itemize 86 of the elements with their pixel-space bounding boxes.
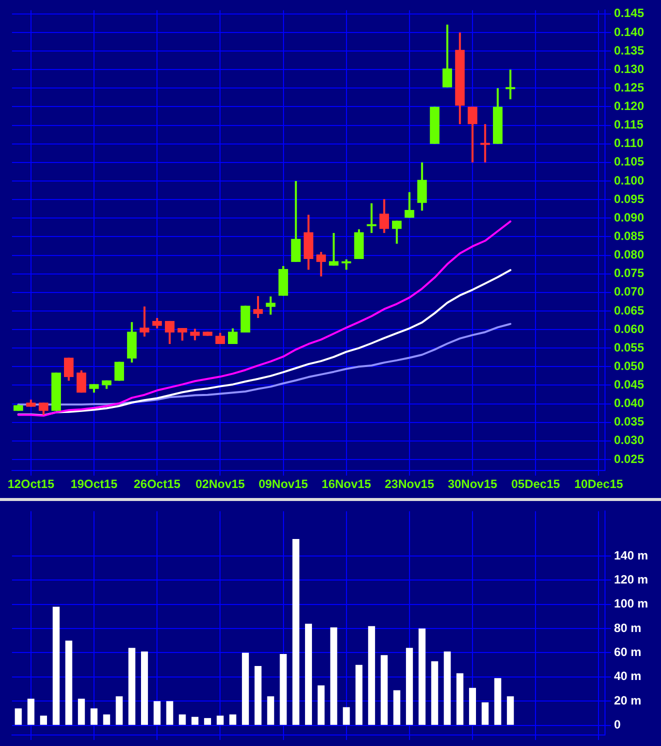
bar [40,716,48,725]
bar [27,698,34,725]
y-tick-label: 40 m [614,669,642,684]
candlestick [480,124,490,162]
y-tick-label: 0.035 [614,414,644,429]
bar [154,701,161,725]
bar [506,696,514,725]
y-tick-label: 0.120 [614,99,644,114]
bar [229,714,236,725]
bar [380,655,388,725]
x-tick-label: 09Nov15 [258,477,308,492]
x-tick-label: 30Nov15 [448,477,498,492]
bar [90,708,98,725]
bar [254,666,262,725]
x-tick-label: 19Oct15 [70,477,118,492]
candlestick [506,70,516,100]
bar [78,698,85,725]
x-tick-label: 12Oct15 [8,477,55,492]
x-tick-label: 16Nov15 [322,477,372,492]
bar [292,539,300,725]
x-tick-label: 26Oct15 [134,477,181,492]
y-tick-label: 0.085 [614,229,644,243]
y-tick-label: 0 [614,718,621,732]
bar [330,627,338,725]
bar [305,624,312,725]
y-tick-label: 0.095 [614,192,644,206]
bar [406,648,413,725]
y-tick-label: 0.145 [614,6,644,20]
y-tick-label: 0.100 [614,173,644,188]
y-tick-label: 100 m [614,596,648,611]
y-tick-label: 0.105 [614,154,644,169]
bar [216,716,224,725]
bar [368,626,376,725]
y-tick-label: 0.090 [614,210,644,224]
bar [267,696,274,725]
y-tick-label: 0.080 [614,248,644,262]
y-tick-label: 60 m [614,645,642,660]
bar [204,718,212,725]
y-tick-label: 0.045 [614,378,644,392]
bar [494,678,502,725]
bar [342,707,350,725]
y-tick-label: 0.125 [614,80,644,94]
bar [242,652,249,725]
y-tick-label: 0.050 [614,358,644,373]
bar [14,708,22,725]
x-tick-label: 23Nov15 [384,477,434,492]
bar [65,640,72,725]
x-tick-label: 10Dec15 [574,477,624,492]
bar [469,688,476,725]
bar [141,652,148,725]
bar [356,664,362,725]
y-tick-label: 20 m [614,693,642,708]
y-tick-label: 0.060 [614,322,644,336]
y-tick-label: 0.075 [614,266,644,280]
y-tick-label: 0.030 [614,433,644,448]
bar [431,661,438,725]
y-tick-label: 0.135 [614,43,644,58]
y-tick-label: 120 m [614,572,648,586]
x-tick-label: 02Nov15 [195,477,246,492]
bar [128,648,136,725]
y-tick-label: 0.115 [614,118,644,132]
y-tick-label: 140 m [614,548,648,562]
bar [456,673,464,725]
bar [280,654,287,725]
bar [52,606,60,725]
bar [166,701,174,725]
y-tick-label: 0.055 [614,340,644,354]
bar [393,690,400,725]
y-tick-label: 0.110 [614,136,644,150]
bar [103,714,110,725]
bar [482,702,489,725]
y-tick-label: 0.130 [614,62,644,76]
bar [191,716,198,725]
y-tick-label: 0.140 [614,24,644,39]
bar [116,696,123,725]
y-tick-label: 0.070 [614,284,644,299]
y-tick-label: 0.025 [614,452,644,466]
y-tick-label: 0.065 [614,303,644,318]
y-tick-label: 0.040 [614,396,644,410]
x-tick-label: 05Dec15 [511,477,560,492]
y-tick-label: 80 m [614,620,642,635]
bar [444,652,451,725]
bar [178,714,186,725]
candlestick [366,203,376,233]
bar [318,685,325,725]
bar [418,628,426,725]
